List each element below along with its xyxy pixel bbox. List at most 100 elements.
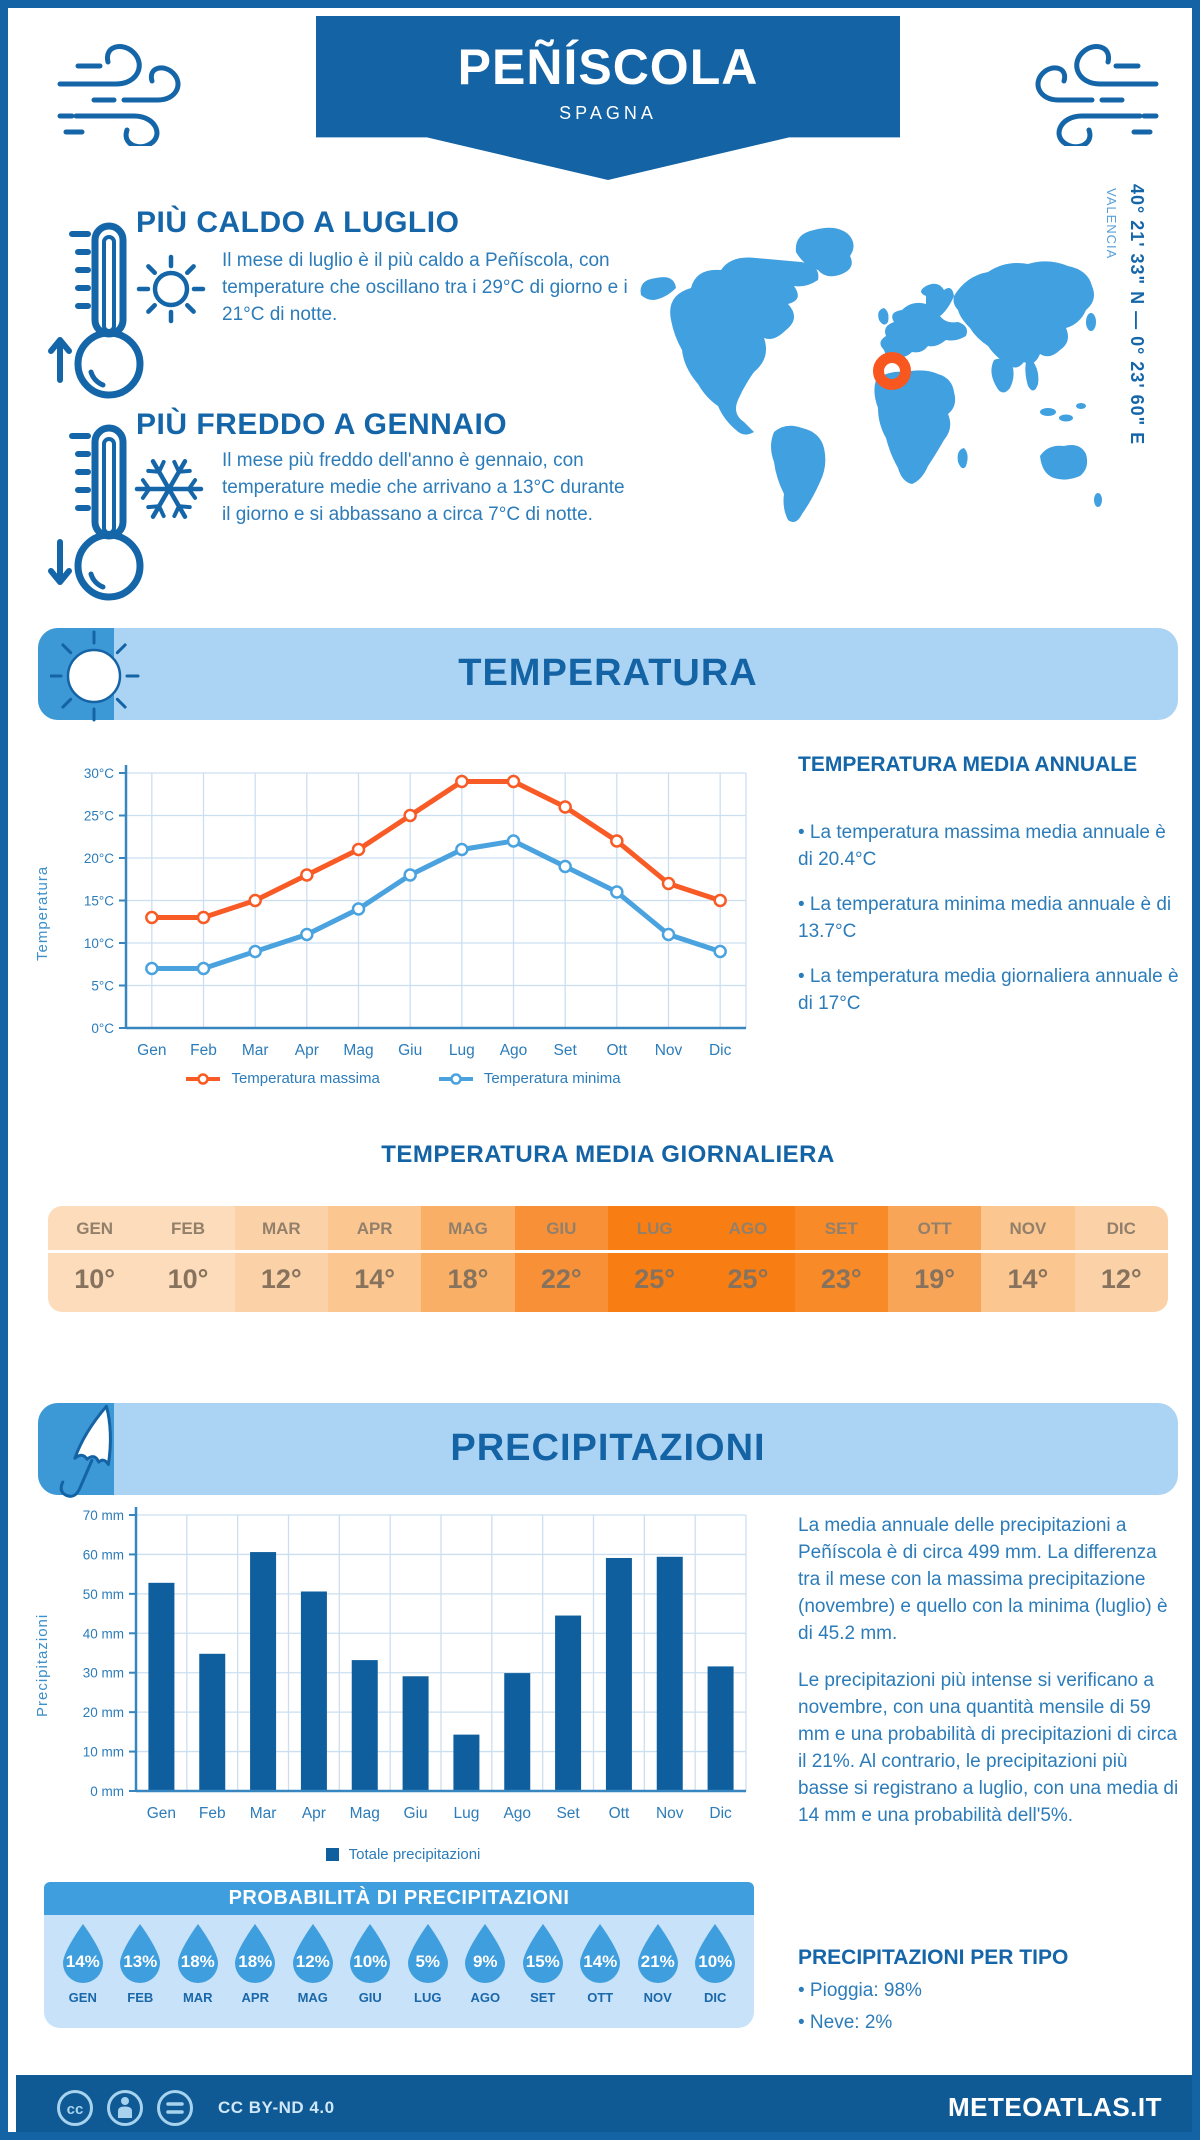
site-label: METEOATLAS.IT	[947, 2092, 1162, 2122]
droplet-month: APR	[241, 1990, 269, 2005]
precip-paragraph: La media annuale delle precipitazioni a …	[798, 1515, 1168, 1644]
coordinates-label: 40° 21' 33" N — 0° 23' 60" E	[1127, 184, 1147, 446]
legend-label-min: Temperatura minima	[483, 1070, 621, 1087]
svg-text:10 mm: 10 mm	[83, 1745, 124, 1760]
svg-text:0 mm: 0 mm	[90, 1784, 124, 1799]
precip-paragraph: Le precipitazioni più intense si verific…	[798, 1670, 1179, 1826]
svg-text:Mar: Mar	[250, 1805, 277, 1822]
svg-text:20°C: 20°C	[84, 851, 114, 866]
table-column-mar: MAR 12°	[234, 1206, 328, 1312]
droplet-percentage: 12%	[295, 1952, 330, 1971]
droplet-icon	[580, 1924, 621, 1983]
droplet-month: MAR	[182, 1990, 213, 2005]
wind-icon	[57, 44, 181, 146]
location-marker	[873, 352, 911, 390]
sun-icon	[50, 630, 140, 722]
droplet-percentage: 10%	[353, 1952, 388, 1971]
bars	[148, 1552, 734, 1791]
probability-droplet-mar: 18% MAR	[169, 1919, 227, 2028]
grid	[136, 1514, 747, 1791]
droplet-month: GIU	[358, 1990, 382, 2005]
legend-item-min: Temperatura minima	[438, 1070, 621, 1087]
hot-month-text: Il mese di luglio è il più caldo a Peñís…	[222, 250, 628, 325]
svg-text:Lug: Lug	[449, 1042, 475, 1059]
precipitation-section-title: PRECIPITAZIONI	[450, 1427, 766, 1469]
droplet-icon	[637, 1924, 678, 1983]
svg-text:0°C: 0°C	[91, 1021, 114, 1036]
svg-text:20 mm: 20 mm	[83, 1705, 124, 1720]
annual-temp-bullet: • La temperatura minima media annuale è …	[798, 894, 1172, 942]
droplet-percentage: 15%	[525, 1952, 560, 1971]
probability-droplet-feb: 13% FEB	[112, 1919, 170, 2028]
droplet-percentage: 13%	[123, 1952, 158, 1971]
droplet-month: SET	[530, 1990, 556, 2005]
annual-temp-title: TEMPERATURA MEDIA ANNUALE	[798, 753, 1138, 776]
precip-type-title: PRECIPITAZIONI PER TIPO	[798, 1946, 1069, 1969]
svg-text:Dic: Dic	[709, 1805, 732, 1822]
table-column-apr: APR 14°	[327, 1206, 422, 1312]
droplet-month: FEB	[127, 1990, 154, 2005]
daily-temp-table: GEN 10° FEB 10° MAR 12° APR 14° MAG 18° GIU 22° LUG 2…	[48, 1206, 1168, 1312]
series-max	[145, 774, 727, 925]
page-subtitle: SPAGNA	[559, 103, 657, 123]
droplet-month: DIC	[704, 1990, 727, 2005]
table-month-header: APR	[356, 1219, 393, 1238]
droplet-icon	[292, 1924, 333, 1983]
droplet-icon	[177, 1924, 218, 1983]
table-month-header: NOV	[1009, 1219, 1047, 1238]
svg-text:Gen: Gen	[147, 1805, 176, 1822]
droplet-percentage: 14%	[65, 1952, 100, 1971]
table-temp-value: 25°	[727, 1264, 769, 1294]
table-month-header: GEN	[76, 1219, 114, 1238]
umbrella-icon	[59, 1404, 112, 1498]
precip-type-bullet: • Pioggia: 98%	[798, 1980, 922, 2001]
table-temp-value: 22°	[540, 1264, 582, 1294]
droplet-percentage: 18%	[238, 1952, 273, 1971]
svg-text:Dic: Dic	[709, 1042, 732, 1059]
table-month-header: GIU	[546, 1219, 577, 1238]
sun-icon	[136, 254, 206, 324]
svg-text:70 mm: 70 mm	[83, 1508, 124, 1523]
precipitation-bar-chart: 0 mm 10 mm 20 mm 30 mm 40 mm 50 mm 60 mm 70 mm G…	[83, 1507, 747, 1822]
table-column-giu: GIU 22°	[514, 1206, 608, 1312]
probability-droplet-dic: 10% DIC	[687, 1919, 745, 2028]
table-month-header: MAG	[448, 1219, 488, 1238]
probability-droplet-giu: 10% GIU	[342, 1919, 400, 2028]
svg-text:Feb: Feb	[199, 1805, 226, 1822]
svg-text:60 mm: 60 mm	[83, 1547, 124, 1562]
svg-text:Nov: Nov	[656, 1805, 684, 1822]
series-min	[145, 834, 727, 976]
precipitation-section-banner: PRECIPITAZIONI	[38, 1403, 1178, 1498]
table-column-ago: AGO 25°	[701, 1206, 795, 1312]
legend-item-max: Temperatura massima	[185, 1070, 380, 1087]
table-temp-value: 10°	[167, 1264, 209, 1294]
svg-text:Ago: Ago	[503, 1805, 531, 1822]
droplet-icon	[235, 1924, 276, 1983]
svg-text:10°C: 10°C	[84, 936, 114, 951]
table-month-header: DIC	[1106, 1219, 1136, 1238]
legend-marker-min	[438, 1072, 473, 1085]
table-column-nov: NOV 14°	[981, 1206, 1075, 1312]
svg-text:Set: Set	[554, 1042, 578, 1059]
svg-text:Giu: Giu	[404, 1805, 428, 1822]
svg-text:Apr: Apr	[302, 1805, 326, 1822]
annual-temp-bullet: • La temperatura media giornaliera annua…	[798, 966, 1179, 1014]
svg-text:Mag: Mag	[343, 1042, 373, 1059]
table-column-feb: FEB 10°	[141, 1206, 235, 1312]
table-column-set: SET 23°	[794, 1206, 888, 1312]
droplet-month: GEN	[68, 1990, 97, 2005]
droplet-icon	[522, 1924, 563, 1983]
table-temp-value: 25°	[634, 1264, 676, 1294]
table-column-lug: LUG 25°	[607, 1206, 702, 1312]
svg-text:Feb: Feb	[190, 1042, 217, 1059]
droplet-percentage: 18%	[180, 1952, 215, 1971]
region-label: VALENCIA	[1104, 188, 1119, 260]
snowflake-icon	[134, 459, 204, 519]
svg-text:cc: cc	[67, 2101, 84, 2118]
precipitation-legend: Totale precipitazioni	[53, 1846, 753, 1863]
temperature-line-chart: 0°C 5°C 10°C 15°C 20°C 25°C 30°C Gen Feb Mar Apr Ma…	[84, 765, 747, 1059]
probability-droplet-gen: 14% GEN	[54, 1919, 112, 2028]
svg-text:Mag: Mag	[350, 1805, 380, 1822]
table-column-dic: DIC 12°	[1074, 1206, 1168, 1312]
